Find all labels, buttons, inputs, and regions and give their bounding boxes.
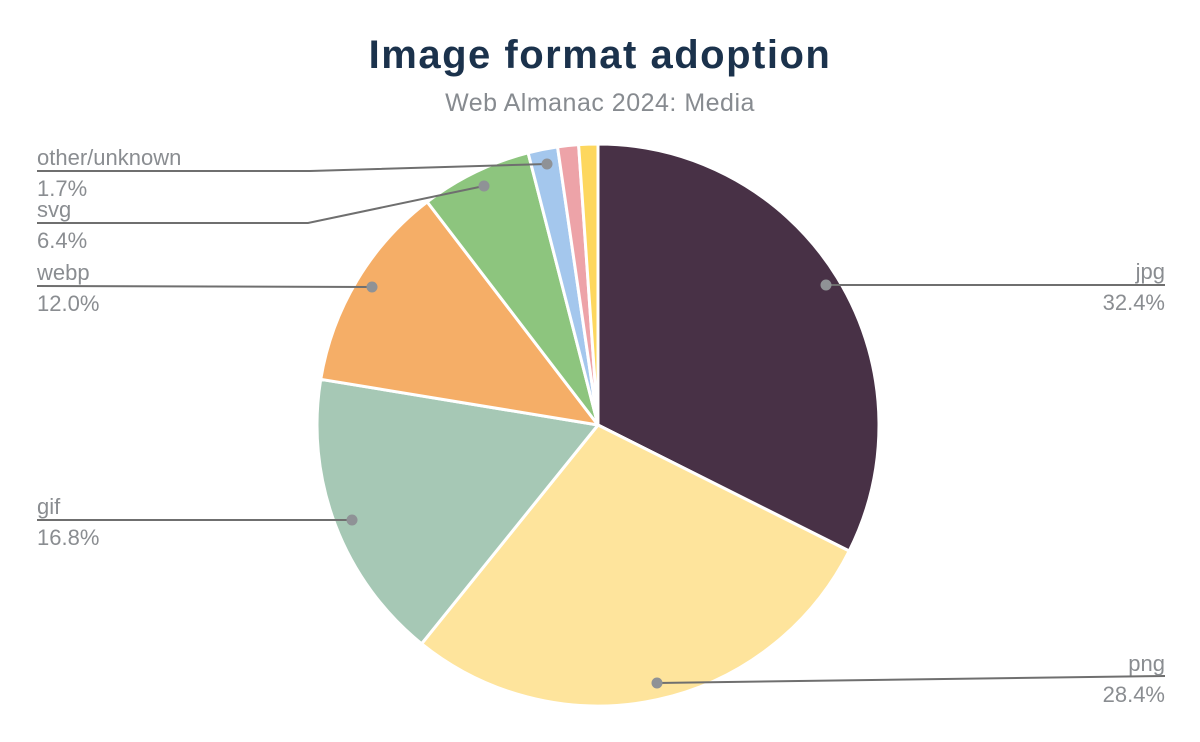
- leader-line: [37, 163, 548, 172]
- slice-label-value: 1.7%: [37, 176, 88, 201]
- leader-dot: [478, 180, 490, 192]
- slice-label-value: 16.8%: [37, 525, 100, 550]
- pie-slice-gif: [315, 377, 600, 646]
- slice-label-svg: svg 6.4%: [37, 197, 87, 254]
- slice-label-value: 28.4%: [1102, 682, 1165, 707]
- pie-slice-unlabeled-7: [577, 142, 600, 427]
- pie-slice-svg: [425, 151, 600, 427]
- leader-jpg: [820, 279, 1165, 291]
- slice-label-name: png: [1128, 651, 1165, 676]
- slice-label-name: jpg: [1135, 259, 1165, 284]
- slice-label-webp: webp 12.0%: [37, 260, 99, 317]
- pie-slice-webp: [319, 200, 600, 427]
- slice-label-name: other/unknown: [37, 145, 182, 170]
- slice-label-value: 32.4%: [1102, 290, 1165, 315]
- slice-label-gif: gif 16.8%: [37, 494, 99, 551]
- leader-line: [36, 285, 373, 288]
- leader-dot: [366, 281, 378, 293]
- leader-line: [656, 675, 1166, 684]
- chart-title: Image format adoption: [368, 33, 832, 77]
- leader-line: [37, 185, 485, 224]
- leader-svg: [37, 180, 490, 224]
- leader-other-unknown: [37, 158, 553, 172]
- pie-slice-jpg: [596, 142, 881, 553]
- leader-dot: [346, 514, 358, 526]
- leader-png: [651, 675, 1166, 689]
- slice-label-name: webp: [37, 260, 90, 285]
- slice-label-other-unknown: other/unknown 1.7%: [37, 145, 181, 202]
- leader-dot: [651, 677, 663, 689]
- pie-slice-png: [420, 423, 851, 708]
- slice-label-value: 6.4%: [37, 228, 88, 253]
- slice-label-png: png 28.4%: [1103, 651, 1165, 708]
- chart-subtitle: Web Almanac 2024: Media: [445, 89, 755, 117]
- leader-dot: [820, 279, 832, 291]
- slice-label-name: svg: [37, 197, 72, 222]
- slice-label-jpg: jpg 32.4%: [1103, 259, 1165, 316]
- slice-label-name: gif: [37, 494, 61, 519]
- leader-dot: [541, 158, 553, 170]
- slice-label-value: 12.0%: [37, 291, 100, 316]
- leader-webp: [36, 281, 378, 293]
- leader-gif: [37, 514, 358, 526]
